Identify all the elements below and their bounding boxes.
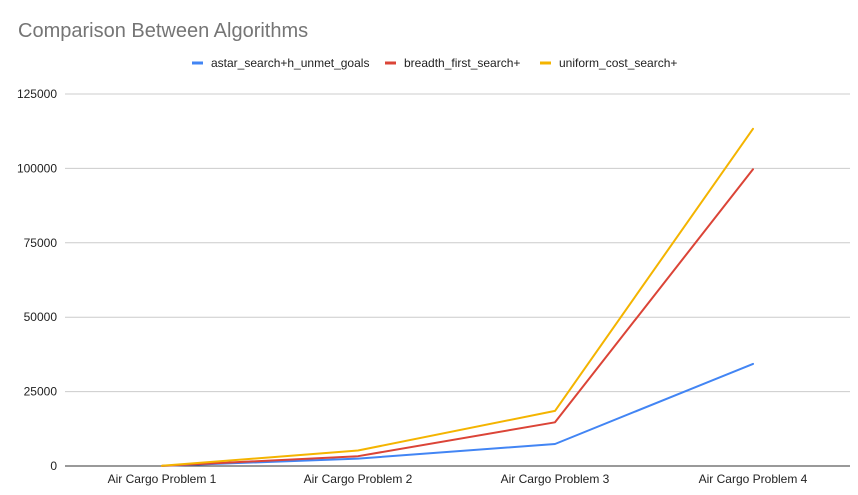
legend-label: uniform_cost_search+ (559, 56, 677, 70)
x-tick-label: Air Cargo Problem 2 (304, 472, 413, 486)
y-tick-label: 50000 (24, 310, 58, 324)
x-tick-label: Air Cargo Problem 4 (699, 472, 808, 486)
y-tick-label: 75000 (24, 236, 58, 250)
y-tick-label: 25000 (24, 385, 58, 399)
series-line-2 (161, 168, 754, 467)
legend-label: astar_search+h_unmet_goals (211, 56, 369, 70)
x-tick-label: Air Cargo Problem 3 (501, 472, 610, 486)
y-tick-label: 0 (50, 459, 57, 473)
series-line-1 (161, 362, 754, 467)
series-group (161, 127, 754, 467)
y-tick-label: 125000 (17, 87, 57, 101)
grid (65, 93, 850, 467)
y-tick-label: 100000 (17, 161, 57, 175)
x-tick-label: Air Cargo Problem 1 (108, 472, 217, 486)
x-axis-ticks: Air Cargo Problem 1 Air Cargo Problem 2 Ai… (108, 472, 808, 486)
legend-label: breadth_first_search+ (404, 56, 520, 70)
chart-title: Comparison Between Algorithms (18, 20, 308, 42)
y-axis-ticks: 0 25000 50000 75000 100000 125000 (17, 87, 57, 473)
series-line-3 (161, 127, 754, 467)
legend: astar_search+h_unmet_goals breadth_first_… (192, 56, 677, 70)
